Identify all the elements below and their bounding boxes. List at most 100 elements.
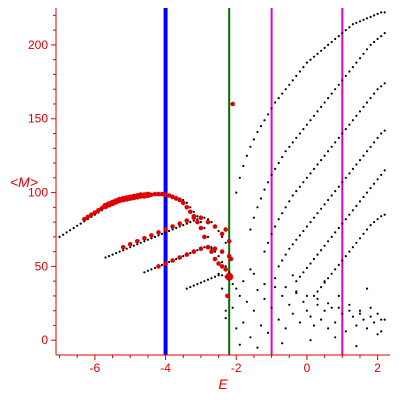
black-point-s4-36	[362, 18, 365, 21]
black-point-s6-19	[330, 145, 333, 148]
black-point-s5-30	[355, 61, 358, 64]
black-point-s8-9	[327, 240, 330, 243]
red-point-s11-46	[156, 230, 161, 235]
red-point-s11-59	[177, 255, 182, 260]
red-point-s11-57	[163, 261, 168, 266]
black-point-s10-25	[316, 303, 319, 306]
black-point-s6-7	[288, 200, 291, 203]
red-point-s11-4	[96, 208, 101, 213]
black-point-s2-17	[203, 246, 206, 249]
black-point-s0-38	[192, 210, 195, 213]
black-point-s5-8	[277, 161, 280, 165]
black-point-s5-36	[376, 37, 379, 41]
black-point-s7-6	[298, 234, 301, 237]
black-point-s10-29	[330, 306, 333, 309]
black-point-s10-51	[305, 294, 308, 297]
black-point-s3-10	[221, 274, 224, 277]
black-point-s4-21	[309, 58, 312, 61]
black-point-s10-27	[323, 309, 326, 312]
black-point-s10-37	[358, 309, 362, 312]
black-point-s9-0	[312, 294, 316, 297]
black-point-s5-7	[274, 167, 277, 170]
black-point-s10-56	[358, 312, 362, 315]
black-point-s6-2	[270, 232, 273, 235]
black-point-s3-4	[199, 281, 202, 284]
black-point-s4-30	[341, 31, 344, 35]
black-point-s10-22	[305, 309, 308, 312]
black-point-s10-44	[383, 318, 386, 321]
black-point-s8-10	[330, 235, 333, 238]
black-point-s2-21	[217, 255, 220, 258]
black-point-s1-13	[150, 237, 153, 240]
black-point-s3-5	[203, 280, 206, 283]
black-point-s4-32	[348, 26, 351, 29]
red-point-s11-3	[92, 210, 98, 215]
red-point-s11-36	[209, 249, 214, 254]
black-point-s10-8	[256, 288, 259, 292]
black-point-s4-35	[358, 20, 362, 23]
black-point-s10-5	[245, 300, 248, 303]
black-point-s10-12	[270, 306, 273, 309]
black-point-s5-19	[316, 110, 319, 113]
black-point-s10-55	[348, 309, 351, 312]
black-point-s2-22	[221, 260, 224, 264]
black-point-s0-41	[203, 226, 206, 230]
black-point-s10-26	[320, 318, 323, 321]
black-point-s10-61	[281, 342, 284, 345]
black-point-s4-27	[330, 40, 333, 44]
black-point-s9-5	[330, 272, 333, 275]
black-point-s7-5	[295, 238, 298, 241]
red-point-s11-41	[120, 244, 126, 250]
black-point-s5-12	[291, 141, 294, 144]
black-point-s10-7	[252, 309, 255, 312]
black-point-s2-9	[175, 257, 178, 261]
black-point-s4-6	[256, 130, 259, 134]
black-point-s8-5	[312, 257, 316, 261]
red-point-s11-30	[188, 209, 193, 215]
red-point-s11-23	[163, 192, 168, 198]
red-point-s11-65	[219, 249, 225, 254]
black-point-s5-6	[270, 173, 273, 176]
black-point-s4-38	[369, 15, 372, 18]
black-point-s10-62	[309, 339, 312, 342]
black-point-s8-17	[355, 204, 358, 207]
red-point-s11-28	[180, 200, 186, 206]
black-point-s1-17	[164, 231, 167, 234]
black-point-s0-37	[189, 206, 192, 209]
black-point-s2-5	[160, 263, 164, 266]
black-point-s3-0	[185, 287, 188, 290]
black-point-s8-15	[348, 213, 351, 216]
black-point-s4-14	[284, 88, 287, 91]
black-point-s7-1	[281, 259, 284, 262]
black-point-s3-14	[235, 287, 238, 290]
black-point-s5-27	[344, 74, 347, 77]
red-point-s11-52	[198, 215, 204, 220]
red-point-s11-18	[144, 191, 152, 198]
black-point-s4-24	[320, 49, 323, 52]
black-point-s1-25	[192, 219, 195, 222]
black-point-s10-34	[348, 303, 351, 306]
black-point-s10-9	[259, 324, 263, 327]
red-point-s11-25	[170, 194, 175, 200]
black-point-s6-29	[365, 101, 369, 104]
black-point-s7-21	[351, 167, 354, 170]
black-point-s0-5	[76, 224, 79, 227]
black-point-s6-10	[298, 185, 301, 188]
black-point-s2-19	[210, 247, 213, 250]
black-point-s8-14	[344, 218, 347, 221]
black-point-s7-9	[309, 221, 312, 224]
black-point-s9-17	[373, 221, 376, 224]
black-point-s9-13	[358, 237, 362, 240]
red-point-s11-39	[219, 264, 225, 269]
black-point-s8-0	[295, 280, 298, 283]
black-point-s8-12	[337, 226, 340, 230]
y-tick-label: 200	[28, 38, 48, 52]
black-point-s6-27	[358, 110, 362, 113]
black-point-s10-46	[252, 272, 255, 275]
red-point-s11-54	[212, 224, 218, 229]
black-point-s9-9	[344, 255, 347, 258]
black-point-s5-34	[369, 43, 372, 47]
black-point-s5-25	[337, 83, 340, 86]
black-point-s5-18	[312, 114, 316, 117]
x-tick-label: -4	[160, 361, 171, 375]
